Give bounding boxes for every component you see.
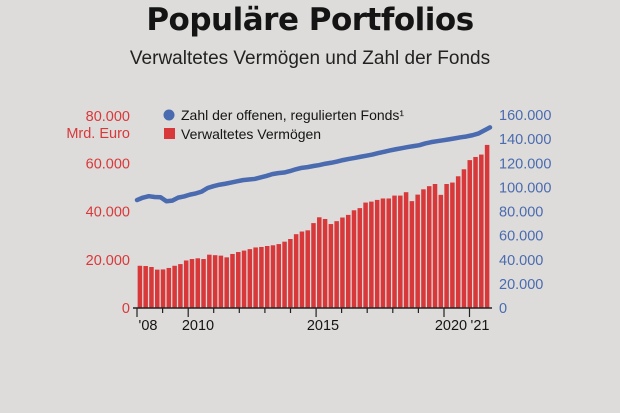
bar-mark [293,234,299,308]
legend-label-fonds: Zahl der offenen, regulierten Fonds¹ [181,107,404,123]
y-left-tick-label: 60.000 [86,156,130,172]
bar-mark [438,194,444,308]
bar-mark [276,244,282,308]
bar-mark [455,176,461,308]
bar-mark [426,186,432,308]
x-tick-label: '21 [471,318,490,334]
bar-mark [212,255,218,308]
bar-mark [241,250,247,308]
bar-mark [340,217,345,308]
bar-mark [392,195,397,308]
x-tick-label: 2020 [435,318,467,334]
bar-mark [311,223,316,308]
bar-mark [160,269,166,308]
bar-mark [374,199,380,308]
bar-mark [450,182,455,308]
bar-mark [473,156,478,308]
y-left-tick-label: 80.000 [86,109,130,125]
bar-mark [357,208,363,308]
y-right-tick-label: 80.000 [499,205,543,221]
bar-mark [421,189,426,308]
y-right-tick-label: 160.000 [499,108,551,124]
bar-mark [363,202,368,308]
bar-mark [183,260,189,308]
legend-swatch-fonds [163,109,175,121]
chart-title: Populäre Portfolios [146,2,474,38]
y-left-tick-label: 20.000 [86,253,130,269]
bar-mark [305,230,310,308]
bar-mark [201,259,206,308]
bar-mark [166,267,172,308]
bar-mark [403,192,409,308]
bar-mark [398,195,403,308]
bar-mark [236,252,241,308]
x-tick-label: 2015 [307,318,339,334]
chart-subtitle: Verwaltetes Vermögen und Zahl der Fonds [129,48,491,69]
bar-mark [178,264,183,308]
bar-mark [432,184,438,308]
bar-mark [334,221,339,308]
series-line-fonds [134,125,493,204]
bar-mark [409,201,415,308]
bar-mark [351,210,357,308]
bar-mark [380,198,386,308]
y-right-tick-label: 40.000 [499,253,543,269]
bar-mark [143,266,148,308]
bar-mark [172,265,177,308]
bar-mark [264,246,270,308]
bar-mark [288,239,293,308]
y-left-tick-label: 0 [122,301,130,317]
bar-mark [484,144,490,308]
bar-mark [369,201,374,308]
bar-mark [299,231,305,308]
bar-mark [247,249,253,308]
bar-mark [386,198,391,308]
y-right-tick-label: 20.000 [499,277,543,293]
bar-mark [467,160,472,308]
bar-mark [195,258,201,308]
y-right-tick-label: 120.000 [499,156,551,172]
bar-mark [270,245,276,308]
bar-mark [479,154,484,308]
bar-mark [317,217,322,308]
legend-swatch-vermoegen [164,128,175,139]
y-left-tick-label: 40.000 [86,205,130,221]
bar-mark [224,257,229,308]
bar-mark [218,255,224,308]
bar-mark [444,184,449,308]
bar-mark [149,266,154,308]
bar-mark [322,218,328,308]
y-left-unit-label: Mrd. Euro [66,126,130,142]
x-tick-label: '08 [139,318,158,334]
bar-mark [461,169,467,308]
bar-mark [328,224,334,308]
bar-mark [230,253,235,308]
bar-mark [207,254,212,308]
bar-mark [137,265,143,308]
bar-mark [253,247,258,308]
y-right-tick-label: 140.000 [499,132,551,148]
bar-mark [415,194,420,308]
x-tick-label: 2010 [182,318,214,334]
bar-mark [155,269,160,308]
legend-label-vermoegen: Verwaltetes Vermögen [181,126,321,142]
y-right-tick-label: 0 [499,301,507,317]
bar-mark [345,214,351,308]
bar-mark [259,246,264,308]
bar-mark [189,259,195,308]
y-right-tick-label: 100.000 [499,180,551,196]
bar-mark [282,241,287,308]
y-right-tick-label: 60.000 [499,229,543,245]
